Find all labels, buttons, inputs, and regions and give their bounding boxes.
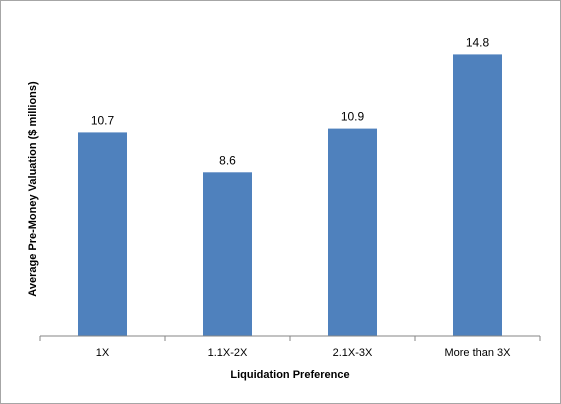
x-tick-label-4: More than 3X <box>444 347 511 359</box>
x-tick-label-1: 1X <box>96 347 110 359</box>
bars-group <box>78 54 502 337</box>
data-label-1: 10.7 <box>91 113 115 127</box>
x-tick-label-2: 1.1X-2X <box>208 347 248 359</box>
x-tick-label-3: 2.1X-3X <box>333 347 373 359</box>
x-ticks-group <box>39 336 541 341</box>
data-label-2: 8.6 <box>219 153 236 167</box>
bar-1 <box>78 132 127 336</box>
data-labels-group: 10.7 8.6 10.9 14.8 <box>91 35 490 167</box>
data-label-4: 14.8 <box>466 35 490 49</box>
x-tick-labels-group: 1X 1.1X-2X 2.1X-3X More than 3X <box>96 347 511 359</box>
bar-2 <box>203 172 252 336</box>
bar-3 <box>328 128 377 336</box>
y-axis-title: Average Pre-Money Valuation ($ millions) <box>27 81 39 297</box>
data-label-3: 10.9 <box>341 110 365 124</box>
x-axis-title: Liquidation Preference <box>230 369 349 381</box>
bar-4 <box>453 54 502 337</box>
